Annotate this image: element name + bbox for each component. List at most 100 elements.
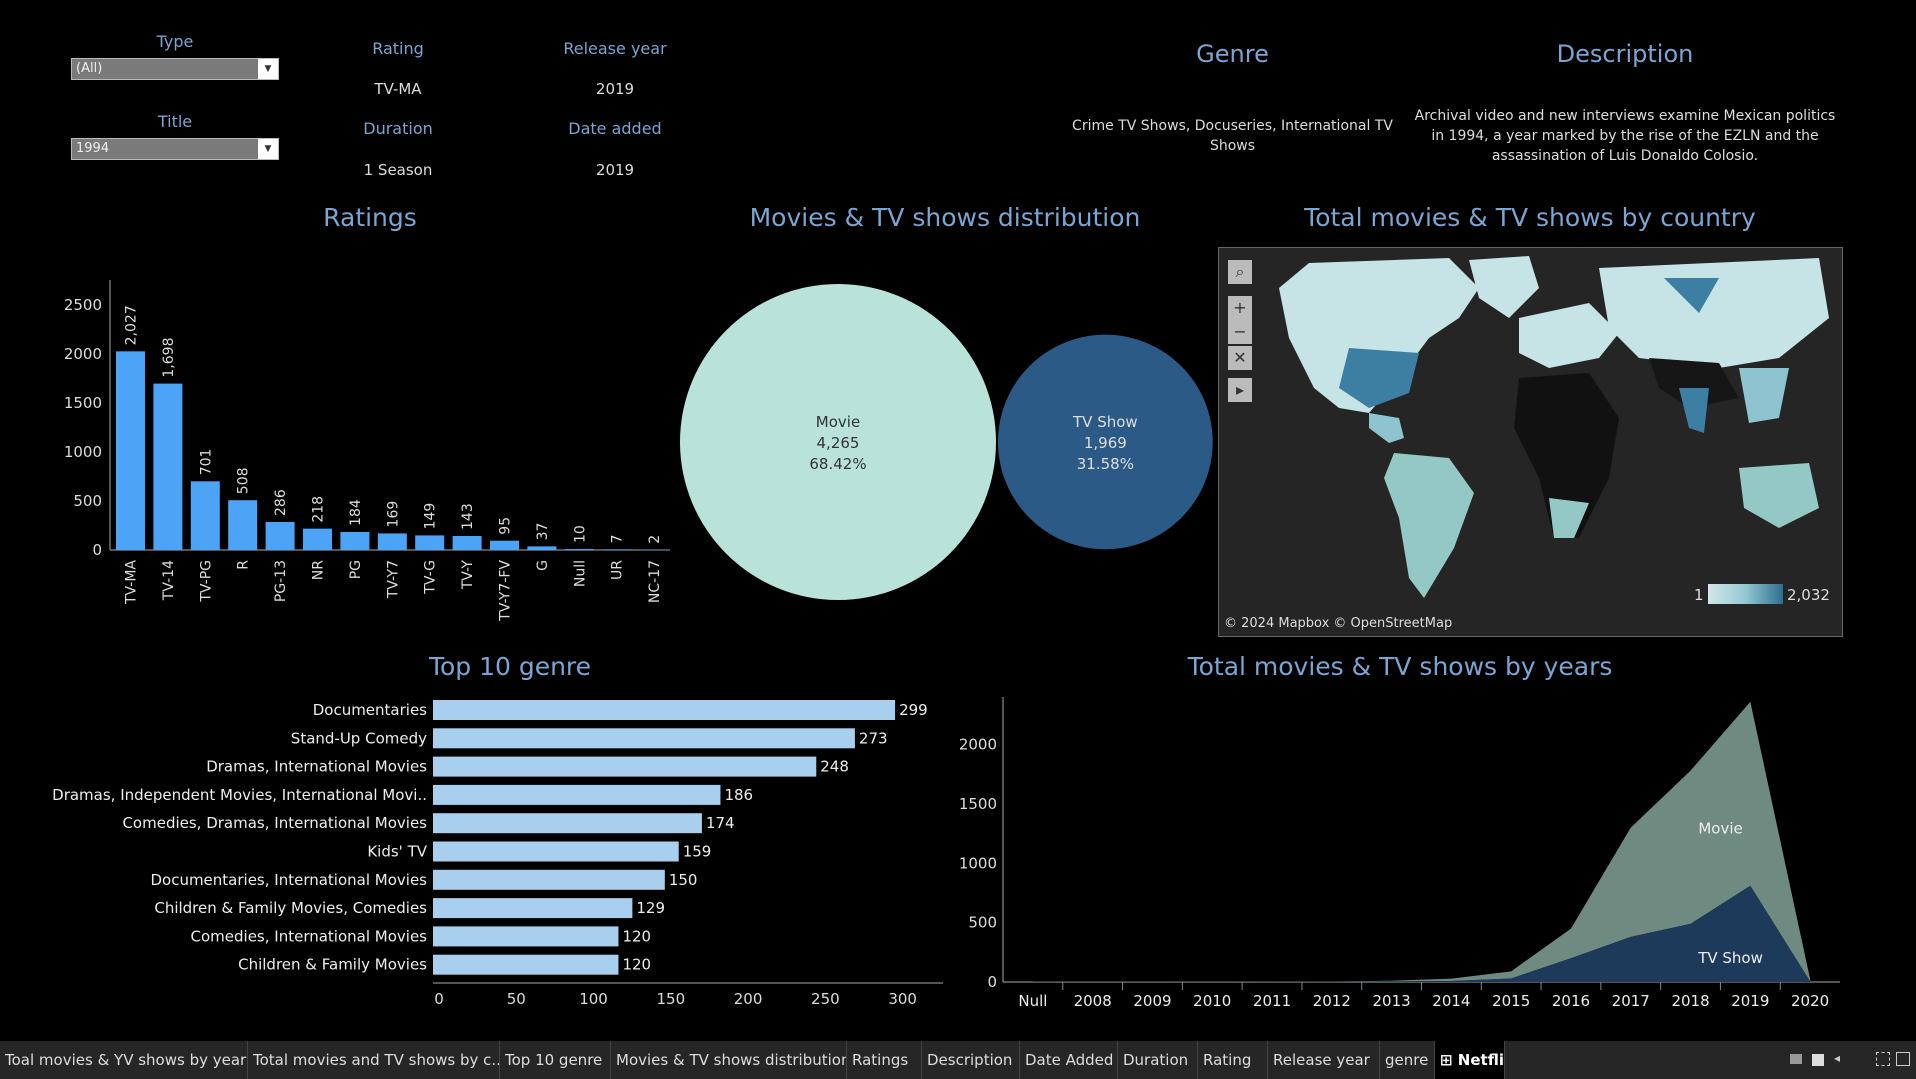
map-attribution[interactable]: © 2024 Mapbox © OpenStreetMap	[1224, 616, 1453, 631]
bar-value-label: 701	[198, 449, 214, 476]
x-tick-label: 2018	[1671, 992, 1709, 1010]
x-tick-label: 200	[734, 990, 763, 1008]
tab-label: Description	[927, 1051, 1013, 1069]
years-title: Total movies & TV shows by years	[1187, 652, 1613, 681]
genre-label: Kids' TV	[367, 843, 427, 861]
bar-TV-14	[153, 383, 183, 550]
world-map[interactable]	[1219, 248, 1842, 636]
title-dropdown-value: 1994	[76, 141, 110, 156]
bubble-value-label: 1,969	[1084, 434, 1127, 452]
x-tick-label: 2009	[1133, 992, 1171, 1010]
prev-icon[interactable]: ◂	[1834, 1051, 1841, 1065]
usa-shape	[1339, 348, 1419, 408]
tab-label: Netflix	[1457, 1051, 1504, 1069]
tab-top-10-genre[interactable]: Top 10 genre	[500, 1041, 611, 1079]
duration-value: 1 Season	[363, 161, 433, 179]
dashboard-grid-icon: ⊞	[1440, 1051, 1458, 1069]
bubble-value-label: 4,265	[817, 434, 860, 452]
series-label-tv-show: TV Show	[1697, 949, 1763, 967]
tab-date-added[interactable]: Date Added	[1020, 1041, 1118, 1079]
x-tick-label: 2012	[1313, 992, 1351, 1010]
south-america-shape	[1384, 453, 1474, 598]
x-tick-label: 0	[434, 990, 444, 1008]
y-tick-label: 2000	[64, 345, 102, 363]
expand-icon[interactable]	[1896, 1052, 1910, 1066]
x-tick-label: 150	[656, 990, 685, 1008]
bar-TV-Y7	[377, 533, 407, 550]
genre-value-label: 159	[683, 843, 712, 861]
date-added-label: Date added	[568, 119, 662, 138]
bar-PG-13	[265, 521, 295, 550]
tab-toal-movies-yv-shows-by-years[interactable]: Toal movies & YV shows by years	[0, 1041, 248, 1079]
zoom-out-icon[interactable]: −	[1228, 320, 1252, 344]
y-tick-label: 0	[987, 973, 997, 991]
bar-R	[228, 500, 258, 550]
x-tick-label: 2014	[1432, 992, 1470, 1010]
date-added-value: 2019	[595, 161, 635, 179]
zoom-in-icon[interactable]: +	[1228, 296, 1252, 320]
x-tick-label: TV-14	[161, 560, 177, 601]
tab-label: Movies & TV shows distribution	[616, 1051, 847, 1069]
tab-movies-tv-shows-distribution[interactable]: Movies & TV shows distribution	[611, 1041, 847, 1079]
genre-label: Stand-Up Comedy	[291, 729, 427, 747]
grid-view-icon[interactable]	[1790, 1054, 1802, 1064]
map-legend-min: 1	[1694, 586, 1704, 604]
chevron-down-icon[interactable]: ▼	[258, 59, 278, 79]
single-view-icon[interactable]	[1812, 1054, 1824, 1066]
x-tick-label: G	[535, 560, 551, 571]
rating-label: Rating	[372, 39, 424, 58]
pin-icon[interactable]: ✕	[1228, 346, 1252, 370]
genre-bar	[433, 954, 619, 975]
australia-shape	[1739, 463, 1819, 528]
release-year-label: Release year	[563, 39, 667, 58]
tab-label: Date Added	[1025, 1051, 1114, 1069]
chevron-down-icon[interactable]: ▼	[258, 139, 278, 159]
x-tick-label: NR	[311, 560, 327, 580]
x-tick-label: TV-PG	[198, 560, 214, 603]
type-dropdown[interactable]: (All) ▼	[71, 58, 279, 80]
area-tv-show	[1032, 885, 1811, 982]
genre-value-label: 299	[899, 701, 928, 719]
release-year-value: 2019	[595, 80, 635, 98]
top-genre-chart: Documentaries 299 Stand-Up Comedy 273 Dramas…	[52, 700, 943, 1008]
country-map[interactable]: 1 2,032 © 2024 Mapbox © OpenStreetMap	[1218, 247, 1843, 637]
genre-label: Dramas, Independent Movies, Internationa…	[52, 786, 427, 804]
tab-label: Rating	[1203, 1051, 1252, 1069]
tab-label: Duration	[1123, 1051, 1189, 1069]
rating-value: TV-MA	[374, 80, 422, 98]
tab-netflix[interactable]: ⊞ Netflix	[1435, 1041, 1505, 1079]
x-tick-label: 2016	[1552, 992, 1590, 1010]
y-tick-label: 1500	[959, 795, 997, 813]
expand-toolbar-icon[interactable]: ▸	[1228, 378, 1252, 402]
genre-value-label: 186	[724, 786, 753, 804]
bar-NC-17	[639, 549, 669, 551]
genre-value-label: 174	[706, 814, 735, 832]
genre-label: Comedies, Dramas, International Movies	[122, 814, 427, 832]
x-tick-label: 100	[579, 990, 608, 1008]
tab-duration[interactable]: Duration	[1118, 1041, 1198, 1079]
x-tick-label: TV-MA	[124, 560, 140, 605]
tab-description[interactable]: Description	[922, 1041, 1020, 1079]
tab-rating[interactable]: Rating	[1198, 1041, 1268, 1079]
genre-heading: Genre	[1196, 40, 1269, 68]
x-tick-label: 2010	[1193, 992, 1231, 1010]
tab-label: Top 10 genre	[505, 1051, 603, 1069]
bar-value-label: 143	[460, 503, 476, 530]
tab-ratings[interactable]: Ratings	[847, 1041, 922, 1079]
tab-label: Ratings	[852, 1051, 909, 1069]
x-tick-label: 50	[507, 990, 526, 1008]
tab-total-movies-and-tv-shows-by-c-[interactable]: Total movies and TV shows by c...	[248, 1041, 500, 1079]
tab-release-year[interactable]: Release year	[1268, 1041, 1380, 1079]
y-tick-label: 500	[73, 492, 102, 510]
x-tick-label: TV-G	[423, 560, 439, 595]
map-search-icon[interactable]: ⌕	[1228, 260, 1252, 284]
genre-bar	[433, 926, 619, 947]
title-dropdown[interactable]: 1994 ▼	[71, 138, 279, 160]
x-tick-label: TV-Y7	[385, 560, 401, 599]
fullscreen-icon[interactable]	[1876, 1052, 1890, 1066]
genre-title: Top 10 genre	[428, 652, 592, 681]
tab-genre[interactable]: genre	[1380, 1041, 1435, 1079]
x-tick-label: 300	[888, 990, 917, 1008]
genre-bar	[433, 841, 679, 862]
description-value: Archival video and new interviews examin…	[1414, 108, 1836, 164]
